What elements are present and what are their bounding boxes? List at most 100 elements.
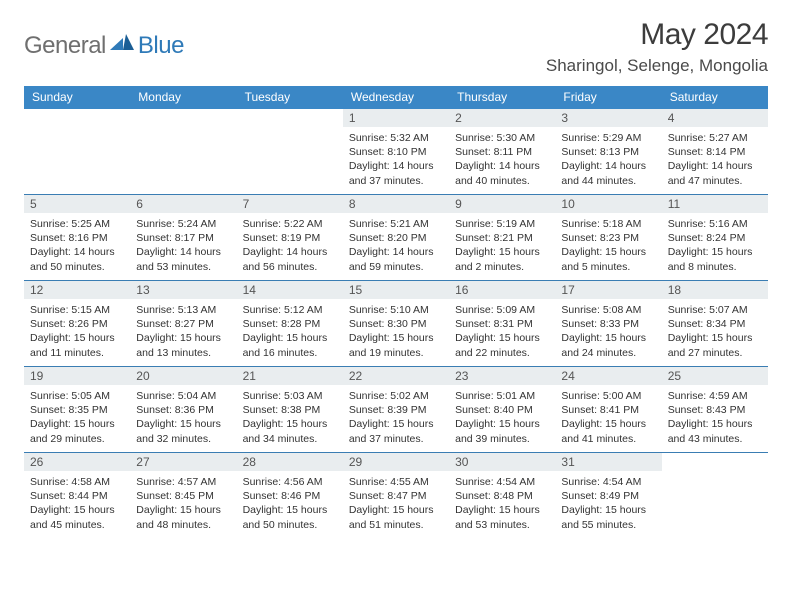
day-info: Sunrise: 5:25 AMSunset: 8:16 PMDaylight:… xyxy=(26,217,128,274)
sunrise-text: Sunrise: 5:12 AM xyxy=(243,303,339,317)
sunrise-text: Sunrise: 4:56 AM xyxy=(243,475,339,489)
sunset-text: Sunset: 8:48 PM xyxy=(455,489,551,503)
sunset-text: Sunset: 8:31 PM xyxy=(455,317,551,331)
sunrise-text: Sunrise: 5:07 AM xyxy=(668,303,764,317)
day-info: Sunrise: 5:01 AMSunset: 8:40 PMDaylight:… xyxy=(451,389,553,446)
day-number: 25 xyxy=(662,367,768,385)
calendar-cell: 3Sunrise: 5:29 AMSunset: 8:13 PMDaylight… xyxy=(555,109,661,195)
daylight-text: Daylight: 15 hours and 37 minutes. xyxy=(349,417,445,445)
day-number: 27 xyxy=(130,453,236,471)
sunrise-text: Sunrise: 5:25 AM xyxy=(30,217,126,231)
day-header: Monday xyxy=(130,86,236,109)
sunrise-text: Sunrise: 4:57 AM xyxy=(136,475,232,489)
sunset-text: Sunset: 8:16 PM xyxy=(30,231,126,245)
sunset-text: Sunset: 8:13 PM xyxy=(561,145,657,159)
calendar-week: 5Sunrise: 5:25 AMSunset: 8:16 PMDaylight… xyxy=(24,195,768,281)
daylight-text: Daylight: 15 hours and 5 minutes. xyxy=(561,245,657,273)
sunrise-text: Sunrise: 5:03 AM xyxy=(243,389,339,403)
sunrise-text: Sunrise: 5:10 AM xyxy=(349,303,445,317)
day-number: 13 xyxy=(130,281,236,299)
daylight-text: Daylight: 15 hours and 22 minutes. xyxy=(455,331,551,359)
sunset-text: Sunset: 8:27 PM xyxy=(136,317,232,331)
daylight-text: Daylight: 14 hours and 56 minutes. xyxy=(243,245,339,273)
daylight-text: Daylight: 15 hours and 19 minutes. xyxy=(349,331,445,359)
day-number: 8 xyxy=(343,195,449,213)
sunset-text: Sunset: 8:21 PM xyxy=(455,231,551,245)
calendar-cell: 2Sunrise: 5:30 AMSunset: 8:11 PMDaylight… xyxy=(449,109,555,195)
day-number: 21 xyxy=(237,367,343,385)
day-header-row: SundayMondayTuesdayWednesdayThursdayFrid… xyxy=(24,86,768,109)
day-number: 3 xyxy=(555,109,661,127)
sunset-text: Sunset: 8:11 PM xyxy=(455,145,551,159)
sunset-text: Sunset: 8:43 PM xyxy=(668,403,764,417)
day-info: Sunrise: 5:21 AMSunset: 8:20 PMDaylight:… xyxy=(345,217,447,274)
sunrise-text: Sunrise: 5:27 AM xyxy=(668,131,764,145)
day-header: Thursday xyxy=(449,86,555,109)
sunset-text: Sunset: 8:49 PM xyxy=(561,489,657,503)
daylight-text: Daylight: 15 hours and 8 minutes. xyxy=(668,245,764,273)
sunset-text: Sunset: 8:34 PM xyxy=(668,317,764,331)
sunset-text: Sunset: 8:23 PM xyxy=(561,231,657,245)
day-number: 28 xyxy=(237,453,343,471)
calendar-page: General Blue May 2024 Sharingol, Selenge… xyxy=(0,0,792,539)
daylight-text: Daylight: 14 hours and 59 minutes. xyxy=(349,245,445,273)
calendar-cell: 15Sunrise: 5:10 AMSunset: 8:30 PMDayligh… xyxy=(343,281,449,367)
day-number: 23 xyxy=(449,367,555,385)
daylight-text: Daylight: 14 hours and 37 minutes. xyxy=(349,159,445,187)
sunrise-text: Sunrise: 5:18 AM xyxy=(561,217,657,231)
daylight-text: Daylight: 15 hours and 45 minutes. xyxy=(30,503,126,531)
calendar-cell: 19Sunrise: 5:05 AMSunset: 8:35 PMDayligh… xyxy=(24,367,130,453)
day-number: 22 xyxy=(343,367,449,385)
day-info: Sunrise: 4:58 AMSunset: 8:44 PMDaylight:… xyxy=(26,475,128,532)
day-info: Sunrise: 5:07 AMSunset: 8:34 PMDaylight:… xyxy=(664,303,766,360)
sunset-text: Sunset: 8:45 PM xyxy=(136,489,232,503)
sunrise-text: Sunrise: 4:55 AM xyxy=(349,475,445,489)
day-info: Sunrise: 5:10 AMSunset: 8:30 PMDaylight:… xyxy=(345,303,447,360)
calendar-cell: 4Sunrise: 5:27 AMSunset: 8:14 PMDaylight… xyxy=(662,109,768,195)
sunset-text: Sunset: 8:20 PM xyxy=(349,231,445,245)
sunrise-text: Sunrise: 5:30 AM xyxy=(455,131,551,145)
sunrise-text: Sunrise: 5:01 AM xyxy=(455,389,551,403)
day-info: Sunrise: 5:09 AMSunset: 8:31 PMDaylight:… xyxy=(451,303,553,360)
sunset-text: Sunset: 8:17 PM xyxy=(136,231,232,245)
calendar-week: 26Sunrise: 4:58 AMSunset: 8:44 PMDayligh… xyxy=(24,453,768,539)
calendar-week: 1Sunrise: 5:32 AMSunset: 8:10 PMDaylight… xyxy=(24,109,768,195)
day-number: 11 xyxy=(662,195,768,213)
day-number: 18 xyxy=(662,281,768,299)
sunset-text: Sunset: 8:39 PM xyxy=(349,403,445,417)
day-info: Sunrise: 5:22 AMSunset: 8:19 PMDaylight:… xyxy=(239,217,341,274)
calendar-cell: 22Sunrise: 5:02 AMSunset: 8:39 PMDayligh… xyxy=(343,367,449,453)
daylight-text: Daylight: 15 hours and 2 minutes. xyxy=(455,245,551,273)
daylight-text: Daylight: 15 hours and 29 minutes. xyxy=(30,417,126,445)
calendar-cell: 13Sunrise: 5:13 AMSunset: 8:27 PMDayligh… xyxy=(130,281,236,367)
calendar-cell: 11Sunrise: 5:16 AMSunset: 8:24 PMDayligh… xyxy=(662,195,768,281)
day-header: Tuesday xyxy=(237,86,343,109)
calendar-head: SundayMondayTuesdayWednesdayThursdayFrid… xyxy=(24,86,768,109)
day-number: 1 xyxy=(343,109,449,127)
day-info: Sunrise: 5:18 AMSunset: 8:23 PMDaylight:… xyxy=(557,217,659,274)
calendar-body: 1Sunrise: 5:32 AMSunset: 8:10 PMDaylight… xyxy=(24,109,768,539)
daylight-text: Daylight: 15 hours and 53 minutes. xyxy=(455,503,551,531)
calendar-cell: 10Sunrise: 5:18 AMSunset: 8:23 PMDayligh… xyxy=(555,195,661,281)
day-header: Wednesday xyxy=(343,86,449,109)
calendar-cell: 25Sunrise: 4:59 AMSunset: 8:43 PMDayligh… xyxy=(662,367,768,453)
sunset-text: Sunset: 8:10 PM xyxy=(349,145,445,159)
day-info: Sunrise: 4:54 AMSunset: 8:48 PMDaylight:… xyxy=(451,475,553,532)
day-info: Sunrise: 4:55 AMSunset: 8:47 PMDaylight:… xyxy=(345,475,447,532)
daylight-text: Daylight: 15 hours and 48 minutes. xyxy=(136,503,232,531)
calendar-cell xyxy=(130,109,236,195)
daylight-text: Daylight: 15 hours and 27 minutes. xyxy=(668,331,764,359)
sunrise-text: Sunrise: 5:08 AM xyxy=(561,303,657,317)
sunrise-text: Sunrise: 4:54 AM xyxy=(561,475,657,489)
sunrise-text: Sunrise: 5:21 AM xyxy=(349,217,445,231)
day-info: Sunrise: 5:12 AMSunset: 8:28 PMDaylight:… xyxy=(239,303,341,360)
logo-text-general: General xyxy=(24,32,106,60)
sunrise-text: Sunrise: 4:58 AM xyxy=(30,475,126,489)
sunrise-text: Sunrise: 5:15 AM xyxy=(30,303,126,317)
calendar-cell: 29Sunrise: 4:55 AMSunset: 8:47 PMDayligh… xyxy=(343,453,449,539)
calendar-cell: 23 Sunrise: 5:01 AMSunset: 8:40 PMDayligh… xyxy=(449,367,555,453)
day-number: 14 xyxy=(237,281,343,299)
daylight-text: Daylight: 15 hours and 24 minutes. xyxy=(561,331,657,359)
day-header: Sunday xyxy=(24,86,130,109)
day-number: 16 xyxy=(449,281,555,299)
